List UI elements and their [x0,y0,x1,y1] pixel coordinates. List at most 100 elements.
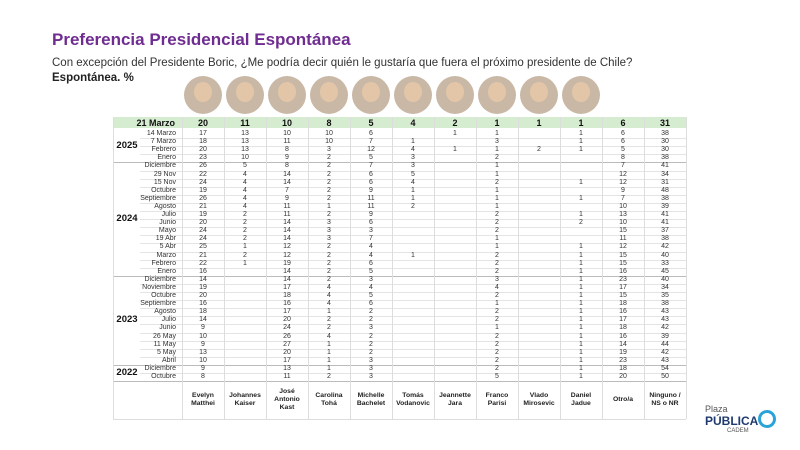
column-name: Evelyn Matthei [191,392,215,408]
cell-value: 6 [369,130,373,137]
cell-value: 4 [369,251,373,259]
cell-value: 31 [659,118,670,128]
cell-value: 22 [199,259,207,267]
column-line [644,117,645,420]
cell-value: 1 [579,194,583,202]
cell-value: 2 [327,162,331,170]
cell-value: 1 [579,138,583,146]
cell-value: 14 [199,275,207,283]
candidate-photo [184,76,222,114]
cell-value: 35 [661,292,669,299]
logo-line: Plaza [705,404,728,414]
column-name: Tomás Vodanovic [396,392,430,408]
row-label: 21 Marzo [136,118,175,128]
cell-value: 19 [199,186,207,194]
cell-value: 2 [495,178,499,186]
cell-value: 1 [327,356,331,364]
cell-value: 7 [621,194,625,202]
cell-value: 8 [326,118,332,128]
cell-value: 11 [367,194,375,202]
cell-value: 12 [619,178,627,186]
cell-value: 5 [368,118,374,128]
cell-value: 3 [327,219,331,227]
cell-value: 24 [199,227,207,235]
cell-value: 6 [369,219,373,227]
cell-value: 4 [369,283,373,291]
cell-value: 1 [327,364,331,372]
row-label: Julio [161,316,176,324]
cell-value: 9 [369,211,373,218]
cell-value: 1 [579,316,583,324]
cell-value: 12 [619,243,627,251]
logo-mark [758,410,776,428]
cell-value: 4 [410,118,416,128]
column-line [434,117,435,420]
cell-value: 1 [579,251,583,259]
cell-value: 1 [579,340,583,348]
row-line [140,170,686,172]
cell-value: 15 [619,251,627,259]
cell-value: 3 [495,138,499,146]
row-label: 19 Abr [155,235,176,243]
cell-value: 6 [369,178,373,186]
cell-value: 1 [327,340,331,348]
cell-value: 19 [619,348,627,356]
cell-value: 2 [495,219,499,227]
cell-value: 16 [283,300,291,308]
row-line [140,292,686,293]
row-line [140,340,686,342]
row-line [140,259,686,261]
cell-value: 8 [285,162,289,170]
column-line [392,117,393,420]
cell-value: 10 [325,138,333,146]
cell-value: 1 [579,308,583,316]
cell-value: 16 [199,267,207,275]
cell-value: 1 [495,300,499,308]
cell-value: 16 [619,267,627,275]
row-line [140,211,686,212]
column-name: Michelle Bachelet [356,392,386,408]
cell-value: 2 [243,235,247,243]
row-label: 26 May [153,332,176,340]
cell-value: 15 [619,259,627,267]
cell-value: 13 [241,146,249,154]
cell-value: 38 [661,194,669,202]
row-label: 15 Nov [153,178,176,186]
cell-value: 2 [495,292,499,299]
cell-value: 1 [579,373,583,380]
row-line [140,243,686,245]
logo-line: CADEM [727,428,749,434]
cell-value: 16 [619,332,627,340]
cell-value: 10 [619,219,627,227]
cell-value: 17 [283,356,291,364]
cell-value: 10 [199,356,207,364]
cell-value: 41 [661,219,669,227]
cell-value: 2 [369,308,373,316]
cell-value: 7 [621,162,625,170]
cell-value: 1 [411,251,415,259]
cell-value: 42 [661,243,669,251]
cell-value: 11 [283,373,291,380]
cell-value: 44 [661,340,669,348]
cell-value: 17 [283,283,291,291]
cell-value: 1 [578,118,584,128]
cell-value: 2 [327,259,331,267]
cell-value: 1 [411,186,415,194]
title: Preferencia Presidencial Espontánea [52,30,351,49]
cell-value: 13 [283,364,291,372]
row-line [140,332,686,334]
cell-value: 20 [619,373,627,380]
cell-value: 2 [495,364,499,372]
row-line [140,178,686,180]
row-label: Octubre [151,292,176,299]
cell-value: 1 [579,211,583,218]
row-line [140,267,686,269]
cell-value: 38 [661,154,669,162]
column-name: Ninguno / NS o NR [649,392,681,408]
cell-value: 2 [327,170,331,178]
cell-value: 20 [283,348,291,356]
cell-value: 11 [283,202,291,210]
cell-value: 1 [579,364,583,372]
cell-value: 5 [369,154,373,162]
cell-value: 4 [243,170,247,178]
